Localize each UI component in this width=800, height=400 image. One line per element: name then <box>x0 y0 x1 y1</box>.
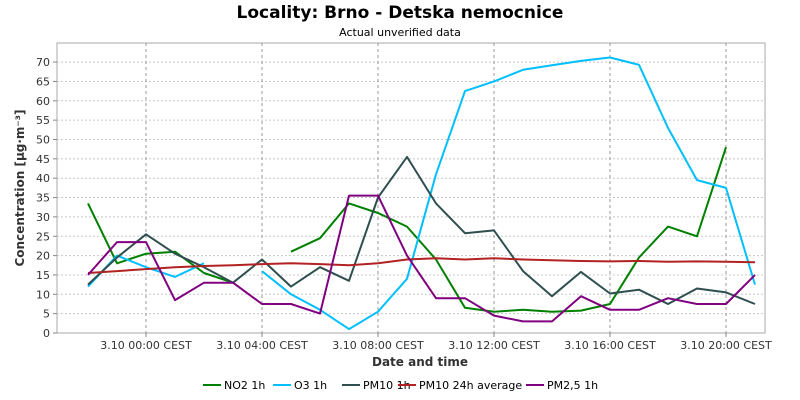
series-lines <box>87 56 756 331</box>
y-tick-label: 60 <box>36 95 50 108</box>
y-tick-label: 70 <box>36 56 50 69</box>
y-tick-label: 10 <box>36 288 50 301</box>
series-line <box>87 202 234 284</box>
y-tick-label: 25 <box>36 230 50 243</box>
series-line <box>87 194 756 323</box>
chart-title: Locality: Brno - Detska nemocnice <box>237 3 564 23</box>
legend-label: O3 1h <box>294 379 327 392</box>
legend: NO2 1h O3 1h PM10 1h PM10 24h average PM2,5 … <box>203 379 598 392</box>
y-tick-label: 65 <box>36 75 50 88</box>
y-tick-label: 5 <box>43 308 50 321</box>
series-3 <box>87 257 756 274</box>
x-tick-label: 3.10 20:00 CEST <box>680 339 772 352</box>
series-line <box>261 56 756 331</box>
chart-subtitle: Actual unverified data <box>339 26 461 39</box>
y-tick-label: 20 <box>36 250 50 263</box>
x-tick-label: 3.10 04:00 CEST <box>216 339 308 352</box>
y-tick-label: 40 <box>36 172 50 185</box>
y-tick-label: 30 <box>36 211 50 224</box>
y-axis: 0 5 10 15 20 25 30 35 40 45 50 55 60 65 70 <box>36 56 57 340</box>
y-tick-label: 15 <box>36 269 50 282</box>
x-axis: 3.10 00:00 CEST 3.10 04:00 CEST 3.10 08:00… <box>100 333 772 352</box>
plot-area <box>56 42 766 334</box>
y-tick-label: 50 <box>36 134 50 147</box>
series-4 <box>87 194 756 323</box>
legend-label: PM10 24h average <box>419 379 522 392</box>
series-0 <box>87 146 727 313</box>
series-line <box>87 257 756 274</box>
x-axis-title: Date and time <box>372 355 468 369</box>
y-tick-label: 55 <box>36 114 50 127</box>
x-tick-label: 3.10 16:00 CEST <box>564 339 656 352</box>
legend-label: PM10 1h <box>363 379 411 392</box>
y-tick-label: 45 <box>36 153 50 166</box>
legend-label: NO2 1h <box>224 379 265 392</box>
x-tick-label: 3.10 12:00 CEST <box>448 339 540 352</box>
series-line <box>290 146 727 313</box>
series-2 <box>87 155 756 305</box>
legend-label: PM2,5 1h <box>547 379 598 392</box>
y-axis-title: Concentration [µg·m⁻³] <box>13 110 27 267</box>
x-tick-label: 3.10 00:00 CEST <box>100 339 192 352</box>
series-line <box>87 155 756 305</box>
y-tick-label: 35 <box>36 192 50 205</box>
x-tick-label: 3.10 08:00 CEST <box>332 339 424 352</box>
y-tick-label: 0 <box>43 327 50 340</box>
